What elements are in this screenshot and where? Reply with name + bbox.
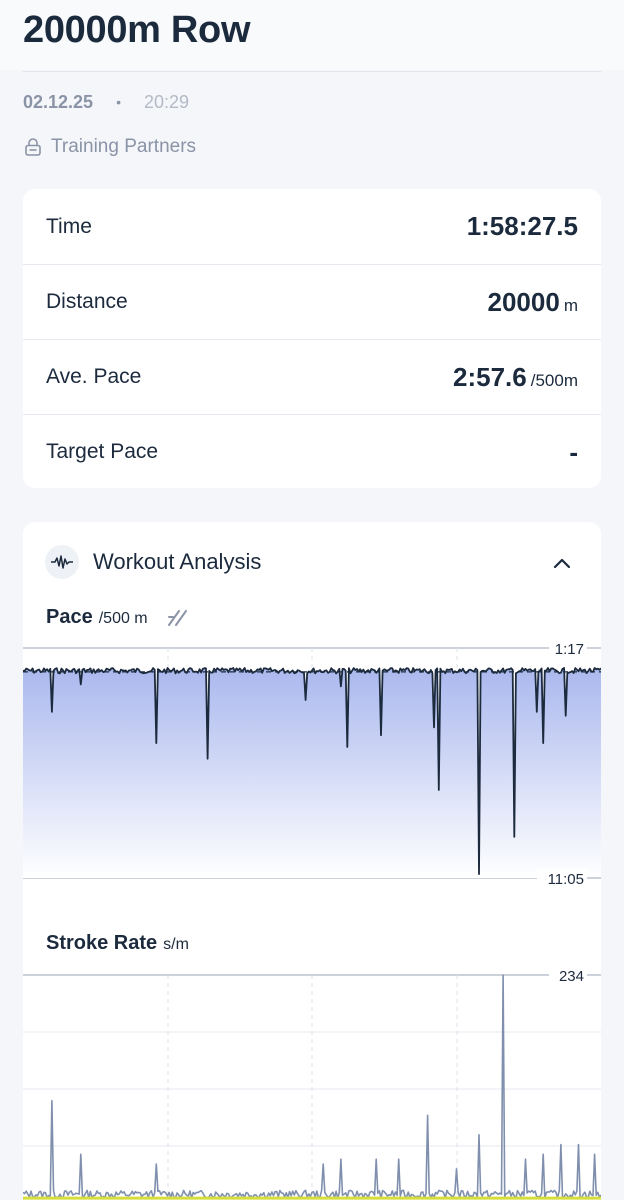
stat-value: 20000 m [488,287,578,318]
pace-chart-label: Pace /500 m [46,606,190,629]
header-divider [23,71,601,72]
workout-time: 20:29 [143,91,190,112]
pace-unit: /500 m [98,610,148,627]
page-title: 20000m Row [23,9,251,51]
workout-date: 02.12.25 [23,91,94,112]
stat-label: Ave. Pace [46,365,142,388]
stat-label: Time [46,214,92,238]
stroke-rate-label: Stroke Rate [46,932,158,954]
stat-unit: /500m [530,370,578,390]
pace-chart: 1:17 11:05 [23,639,601,888]
stat-row-target-pace: Target Pace - [23,414,601,489]
stat-value: 2:57.6/500m [453,362,578,393]
privacy-setting[interactable]: Training Partners [23,134,196,160]
meta-separator: • [116,94,121,110]
pace-area [23,668,601,878]
stroke-tick-top-bg [549,966,587,984]
stats-card: Time 1:58:27.5 Distance 20000 m Ave. Pace… [23,189,601,488]
stroke-tick-top-label: 234 [559,968,584,985]
stat-unit: m [563,295,578,315]
pulse-icon [45,545,79,579]
workout-meta: 02.12.25 • 20:29 [23,90,189,114]
stat-value-number: - [569,436,578,467]
stat-row-distance: Distance 20000 m [23,264,601,339]
privacy-label: Training Partners [51,136,197,157]
lock-icon [25,138,41,156]
pace-tick-bottom-bg [537,869,587,887]
workout-analysis-card: Workout Analysis Pace /500 m 1:17 [23,522,601,1200]
stat-label: Distance [46,290,128,313]
stat-row-time: Time 1:58:27.5 [23,189,601,264]
stat-value-number: 20000 [487,286,560,317]
analysis-title: Workout Analysis [93,549,262,574]
stat-value-number: 1:58:27.5 [466,211,578,241]
stat-label: Target Pace [46,440,159,463]
stroke-rate-chart: 234 [23,966,601,1200]
stat-value: 1:58:27.5 [467,211,578,242]
pace-line [23,667,601,875]
pace-tick-top-bg [549,639,587,657]
pace-tick-top-label: 1:17 [555,641,584,658]
stat-value: - [569,437,578,468]
stat-value-number: 2:57.6 [453,361,527,392]
stroke-rate-chart-label: Stroke Rate s/m [46,932,189,955]
chevron-up-icon [553,558,571,569]
split-toggle-icon[interactable] [166,608,190,628]
stat-row-ave-pace: Ave. Pace 2:57.6/500m [23,339,601,414]
collapse-button[interactable] [547,548,577,578]
stroke-rate-line [23,974,601,1199]
pace-label: Pace [46,606,93,628]
page-header: 20000m Row [0,0,624,70]
analysis-header[interactable]: Workout Analysis [23,522,601,602]
pace-tick-bottom-label: 11:05 [548,871,584,888]
stroke-rate-unit: s/m [163,936,189,953]
